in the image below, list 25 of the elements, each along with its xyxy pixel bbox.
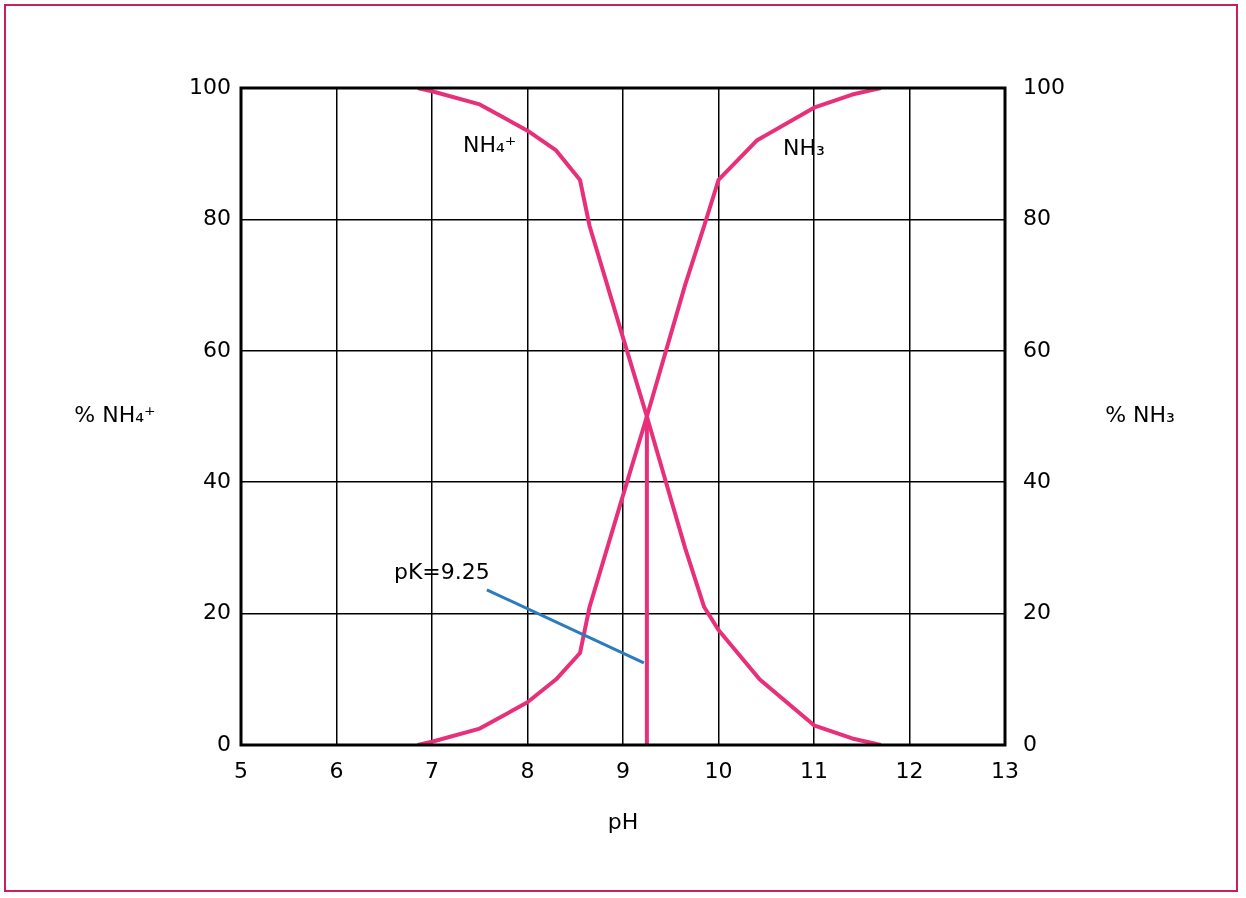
x-tick-label: 13: [991, 757, 1019, 783]
y-axis-title: % NH₄⁺: [74, 402, 156, 428]
x-tick-label: 6: [329, 757, 344, 783]
x-tick-label: 9: [616, 757, 630, 783]
x-tick-label: 10: [704, 757, 733, 783]
y-tick-label: 0: [217, 730, 231, 756]
y-tick-label: 80: [203, 205, 231, 231]
x-axis-title: pH: [607, 808, 639, 834]
y-tick-label: 40: [203, 467, 231, 493]
y-tick-label: 20: [203, 599, 231, 625]
y2-tick-label: 80: [1023, 205, 1051, 231]
x-tick-label: 12: [895, 757, 924, 783]
y-tick-label: 100: [189, 73, 231, 99]
series-label: NH₄⁺: [463, 132, 517, 158]
y2-tick-label: 60: [1023, 336, 1051, 362]
x-tick-label: 5: [234, 757, 248, 783]
y2-axis-title: % NH₃: [1105, 402, 1175, 428]
y-tick-label: 60: [203, 336, 231, 362]
x-tick-label: 11: [800, 757, 828, 783]
y2-tick-label: 100: [1023, 73, 1065, 99]
y2-tick-label: 0: [1023, 730, 1037, 756]
x-tick-label: 7: [425, 757, 439, 783]
y2-tick-label: 40: [1023, 467, 1051, 493]
x-tick-label: 8: [520, 757, 535, 783]
y2-tick-label: 20: [1023, 599, 1051, 625]
